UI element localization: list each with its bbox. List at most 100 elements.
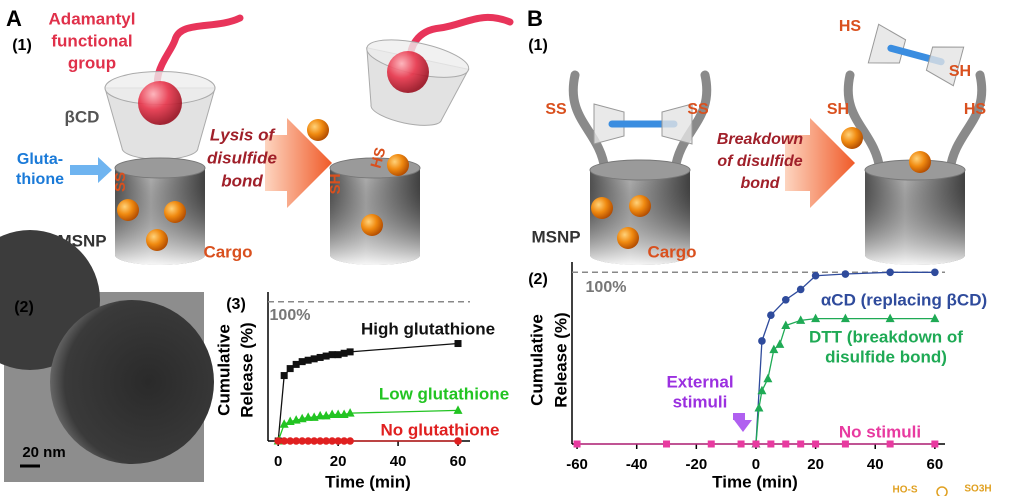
cargo-ball	[361, 214, 383, 236]
data-point	[316, 437, 324, 445]
rotaxane	[867, 23, 965, 87]
data-point	[841, 440, 849, 448]
annotation: External	[666, 372, 733, 391]
data-point	[315, 410, 325, 420]
bond-label: SS	[112, 172, 129, 192]
data-point	[781, 320, 791, 330]
process-label: Lysis of	[210, 125, 277, 144]
data-point	[886, 268, 894, 277]
x-tick-label: -60	[566, 456, 588, 473]
series-label: αCD (replacing βCD)	[821, 290, 987, 309]
data-point	[757, 385, 767, 395]
annotation: stimuli	[673, 392, 728, 411]
data-point	[334, 437, 342, 445]
reagent-label: thione	[16, 171, 64, 188]
cargo-ball	[591, 197, 613, 219]
y-axis-label: Release (%)	[237, 322, 256, 417]
process-label: of disulfide	[717, 153, 802, 170]
data-point	[775, 339, 785, 348]
bond-label: SH	[949, 63, 971, 80]
data-point	[328, 437, 336, 445]
data-point	[340, 349, 348, 357]
panel-sub: (2)	[528, 271, 548, 288]
x-tick-label: 0	[274, 453, 282, 470]
data-point	[930, 313, 940, 323]
process-label: Breakdown	[717, 131, 803, 148]
data-point	[812, 440, 820, 448]
cargo-ball	[841, 127, 863, 149]
data-point	[279, 419, 289, 428]
process-arrow	[265, 118, 332, 208]
data-point	[763, 373, 773, 383]
data-point	[316, 353, 324, 361]
data-point	[886, 440, 894, 448]
bond-label: SS	[545, 101, 567, 118]
data-point	[327, 409, 337, 419]
panel-label: A	[6, 6, 22, 31]
data-point	[340, 437, 348, 445]
data-point	[767, 311, 775, 320]
cargo-ball	[117, 199, 139, 221]
cargo-label: Cargo	[647, 242, 696, 261]
reference-label: 100%	[270, 307, 311, 324]
x-axis-label: Time (min)	[712, 472, 798, 491]
nanoparticle-fade	[115, 168, 205, 265]
nanoparticle-top	[114, 157, 206, 179]
nanoparticle-fade	[865, 170, 965, 265]
data-point	[310, 355, 318, 363]
data-point	[280, 372, 288, 380]
panel-sub: (2)	[14, 299, 34, 316]
data-point	[346, 348, 354, 356]
reagent-label: Gluta-	[17, 151, 63, 168]
data-point	[303, 412, 313, 421]
data-point	[322, 352, 330, 360]
cargo-ball	[164, 201, 186, 223]
data-point	[333, 409, 343, 419]
cd-label: βCD	[65, 107, 100, 126]
data-point	[454, 437, 462, 445]
data-point	[752, 440, 760, 448]
x-tick-label: 60	[927, 456, 944, 473]
data-point	[292, 437, 300, 445]
corner-ring	[936, 486, 948, 496]
x-tick-label: 20	[330, 453, 347, 470]
nanoparticle-fade	[590, 170, 690, 265]
data-point	[286, 365, 294, 373]
data-point	[304, 356, 312, 364]
x-tick-label: 60	[450, 453, 467, 470]
data-point	[345, 408, 355, 417]
x-tick-label: -40	[626, 456, 648, 473]
reagent-arrow	[70, 157, 112, 183]
process-label: bond	[221, 171, 263, 190]
data-point	[280, 437, 288, 445]
process-label: disulfide	[207, 148, 277, 167]
cargo-ball	[307, 119, 329, 141]
panel-sub: (1)	[12, 37, 32, 54]
arm	[670, 70, 712, 175]
data-point	[304, 437, 312, 445]
cd-ring	[661, 103, 693, 145]
data-point	[931, 440, 939, 448]
data-point	[758, 337, 766, 345]
data-point	[796, 285, 805, 294]
series-label: disulfide bond)	[825, 347, 947, 366]
series-label: No glutathione	[381, 420, 500, 439]
annotation-arrow	[733, 413, 752, 432]
cargo-ball	[387, 154, 409, 176]
panel-label: B	[527, 6, 543, 31]
bond-label: HS	[964, 101, 987, 118]
data-point	[781, 295, 790, 304]
data-point	[310, 437, 318, 445]
cargo-ball	[629, 195, 651, 217]
panel-sub: (1)	[528, 37, 548, 54]
series-label: No stimuli	[839, 422, 921, 441]
tem-particle	[50, 300, 214, 464]
series-label: DTT (breakdown of	[809, 327, 963, 346]
group-label: Adamantyl	[49, 9, 136, 28]
data-point	[298, 437, 306, 445]
corner-text: HO-S	[893, 485, 918, 496]
data-point	[931, 268, 939, 277]
series-label: Low glutathione	[379, 384, 509, 403]
y-axis-label: Cumulative	[527, 314, 546, 406]
data-point	[754, 402, 764, 412]
